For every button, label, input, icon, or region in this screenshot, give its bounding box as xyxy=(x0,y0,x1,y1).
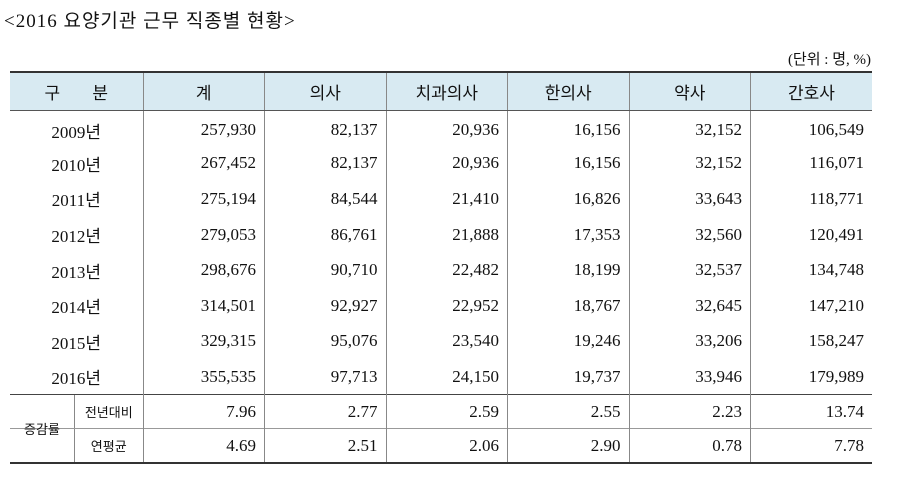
change-row: 연평균 4.69 2.51 2.06 2.90 0.78 7.78 xyxy=(10,428,872,465)
table-row: 2014년 314,501 92,927 22,952 18,767 32,645 147,… xyxy=(10,287,872,324)
table-cell: 134,748 xyxy=(750,252,872,288)
table-cell: 82,137 xyxy=(264,145,386,182)
table-cell: 16,156 xyxy=(507,110,629,146)
table-cell: 7.78 xyxy=(750,428,872,465)
table-cell: 158,247 xyxy=(750,323,872,360)
row-year: 2016년 xyxy=(51,369,102,389)
table-cell: 21,410 xyxy=(385,181,508,217)
row-year: 2014년 xyxy=(51,298,102,318)
table-cell: 314,501 xyxy=(142,287,265,324)
table-row: 2015년 329,315 95,076 23,540 19,246 33,206 158,… xyxy=(10,323,872,360)
table-row: 2010년 267,452 82,137 20,936 16,156 32,152 116,… xyxy=(10,145,872,182)
table-cell: 32,152 xyxy=(628,110,751,146)
table-cell: 106,549 xyxy=(750,110,872,146)
table-cell: 20,936 xyxy=(385,145,508,182)
table-cell: 0.78 xyxy=(628,428,751,465)
table-cell: 32,152 xyxy=(628,145,751,182)
table-cell: 2.51 xyxy=(264,428,386,465)
table-cell: 95,076 xyxy=(264,323,386,360)
staff-table: 구 분 계 의사 치과의사 한의사 약사 간호사 2009년 257,930 82,… xyxy=(10,71,872,465)
change-sub-label: 연평균 xyxy=(74,429,143,463)
table-row: 2013년 298,676 90,710 22,482 18,199 32,537 134,… xyxy=(10,252,872,288)
change-label-cell: 연평균 xyxy=(10,428,143,465)
table-cell: 7.96 xyxy=(142,394,265,429)
table-cell: 19,737 xyxy=(507,359,629,395)
table-row: 2011년 275,194 84,544 21,410 16,826 33,643 118,… xyxy=(10,181,872,217)
row-year: 2015년 xyxy=(51,333,102,353)
table-cell: 33,206 xyxy=(628,323,751,360)
table-cell: 90,710 xyxy=(264,252,386,288)
row-year: 2013년 xyxy=(51,262,102,282)
table-cell: 82,137 xyxy=(264,110,386,146)
table-cell: 118,771 xyxy=(750,181,872,217)
header-category: 구 분 xyxy=(10,71,143,111)
header-total: 계 xyxy=(142,71,265,111)
table-cell: 279,053 xyxy=(142,216,265,253)
table-cell: 147,210 xyxy=(750,287,872,324)
header-oriental-doctor: 한의사 xyxy=(507,71,629,111)
table-cell: 92,927 xyxy=(264,287,386,324)
table-title: <2016 요양기관 근무 직종별 현황> xyxy=(4,11,296,32)
table-cell: 32,560 xyxy=(628,216,751,253)
row-year: 2010년 xyxy=(51,155,102,175)
table-cell: 116,071 xyxy=(750,145,872,182)
header-dentist: 치과의사 xyxy=(385,71,508,111)
table-cell: 4.69 xyxy=(142,428,265,465)
table-cell: 16,826 xyxy=(507,181,629,217)
table-cell: 2.77 xyxy=(264,394,386,429)
row-year: 2009년 xyxy=(51,122,102,142)
table-cell: 267,452 xyxy=(142,145,265,182)
table-cell: 2.06 xyxy=(385,428,508,465)
table-cell: 32,537 xyxy=(628,252,751,288)
change-row: 증감률 전년대비 7.96 2.77 2.59 2.55 2.23 13.74 xyxy=(10,394,872,437)
table-cell: 179,989 xyxy=(750,359,872,395)
table-cell: 13.74 xyxy=(750,394,872,429)
table-cell: 17,353 xyxy=(507,216,629,253)
change-sub-label: 전년대비 xyxy=(74,395,143,429)
table-cell: 16,156 xyxy=(507,145,629,182)
table-cell: 355,535 xyxy=(142,359,265,395)
table-cell: 86,761 xyxy=(264,216,386,253)
table-cell: 22,482 xyxy=(385,252,508,288)
header-pharmacist: 약사 xyxy=(628,71,751,111)
table-cell: 298,676 xyxy=(142,252,265,288)
table-cell: 329,315 xyxy=(142,323,265,360)
table-cell: 33,643 xyxy=(628,181,751,217)
table-cell: 18,767 xyxy=(507,287,629,324)
table-cell: 33,946 xyxy=(628,359,751,395)
header-row: 구 분 계 의사 치과의사 한의사 약사 간호사 xyxy=(10,71,872,111)
table-cell: 32,645 xyxy=(628,287,751,324)
table-row: 2009년 257,930 82,137 20,936 16,156 32,152 106,… xyxy=(10,110,872,146)
table-row: 2012년 279,053 86,761 21,888 17,353 32,560 120,… xyxy=(10,216,872,253)
table-cell: 120,491 xyxy=(750,216,872,253)
table-row: 2016년 355,535 97,713 24,150 19,737 33,946 179,… xyxy=(10,359,872,395)
table-cell: 2.59 xyxy=(385,394,508,429)
table-cell: 18,199 xyxy=(507,252,629,288)
unit-label: (단위 : 명, %) xyxy=(787,52,871,68)
header-nurse: 간호사 xyxy=(750,71,872,111)
table-cell: 21,888 xyxy=(385,216,508,253)
table-cell: 2.55 xyxy=(507,394,629,429)
row-year: 2012년 xyxy=(51,227,102,247)
table-cell: 20,936 xyxy=(385,110,508,146)
table-cell: 257,930 xyxy=(142,110,265,146)
change-group-label: 증감률 xyxy=(24,422,60,438)
table-cell: 97,713 xyxy=(264,359,386,395)
table-cell: 84,544 xyxy=(264,181,386,217)
table-cell: 2.90 xyxy=(507,428,629,465)
table-cell: 24,150 xyxy=(385,359,508,395)
table-cell: 2.23 xyxy=(628,394,751,429)
change-label-cell: 증감률 전년대비 xyxy=(10,394,143,437)
table-cell: 19,246 xyxy=(507,323,629,360)
table-cell: 23,540 xyxy=(385,323,508,360)
header-doctor: 의사 xyxy=(264,71,386,111)
table-cell: 22,952 xyxy=(385,287,508,324)
row-year: 2011년 xyxy=(51,191,101,211)
table-cell: 275,194 xyxy=(142,181,265,217)
